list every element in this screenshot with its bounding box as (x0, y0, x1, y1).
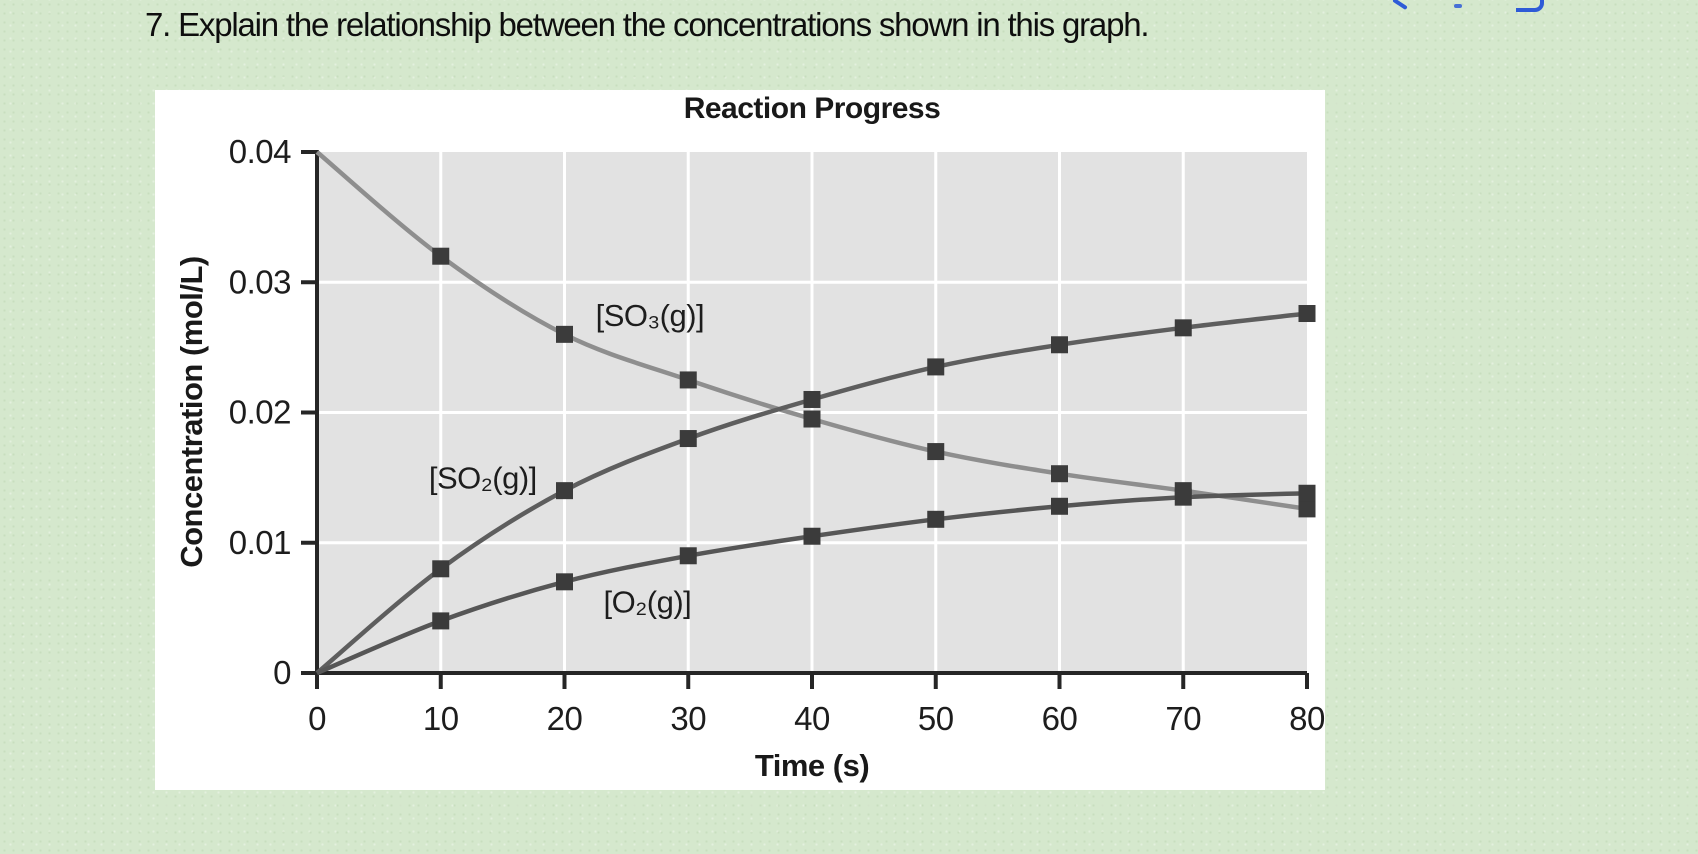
x-tick-label: 30 (670, 700, 706, 737)
data-marker-2 (1174, 488, 1192, 506)
data-marker-0 (1298, 500, 1316, 518)
data-marker-1 (556, 482, 573, 500)
y-tick-label: 0.01 (229, 524, 291, 561)
data-marker-0 (556, 325, 573, 343)
data-marker-0 (927, 443, 945, 461)
x-tick-label: 80 (1289, 700, 1325, 737)
data-marker-2 (927, 510, 945, 528)
link-fragment-dot (1454, 4, 1462, 8)
series-label-2: [O₂(g)] (604, 584, 692, 619)
x-tick-label: 60 (1042, 700, 1078, 737)
data-marker-2 (556, 573, 573, 591)
data-marker-1 (1298, 305, 1316, 323)
x-axis-label: Time (s) (754, 748, 870, 783)
x-tick-label: 50 (918, 700, 954, 737)
data-marker-1 (927, 358, 945, 376)
data-marker-1 (432, 560, 450, 578)
x-tick-label: 40 (794, 700, 830, 737)
data-marker-2 (432, 612, 450, 630)
data-marker-0 (1051, 465, 1068, 483)
y-tick-label: 0 (273, 654, 291, 691)
data-marker-0 (679, 371, 697, 389)
data-marker-1 (803, 390, 821, 408)
y-tick-label: 0.04 (229, 133, 291, 170)
data-marker-2 (1298, 484, 1316, 502)
data-marker-1 (1051, 336, 1068, 354)
y-tick-label: 0.03 (229, 263, 291, 300)
chart-panel: Reaction Progress Concentration (mol/L) … (155, 90, 1325, 790)
reaction-progress-chart: 0 0.01 0.02 0.03 0.04 0 10 20 30 40 50 60 70 80 [SO₃(g… (229, 133, 1325, 737)
data-marker-0 (432, 247, 450, 265)
x-tick-label: 0 (308, 700, 326, 737)
x-tick-label: 20 (547, 700, 583, 737)
x-tick-label: 70 (1165, 700, 1201, 737)
question-text: 7. Explain the relationship between the … (145, 6, 1150, 43)
series-label-0: [SO₃(g)] (596, 298, 705, 333)
chart-title: Reaction Progress (683, 92, 941, 125)
data-marker-2 (803, 527, 821, 545)
data-marker-0 (803, 410, 821, 428)
data-marker-1 (679, 430, 697, 448)
x-tick-label: 10 (423, 700, 459, 737)
y-tick-label: 0.02 (229, 394, 291, 431)
data-marker-2 (1051, 497, 1068, 515)
link-fragment-stroke (1392, 0, 1408, 11)
data-marker-1 (1174, 319, 1192, 337)
clipped-blue-link-fragment[interactable] (1390, 0, 1550, 12)
link-fragment-hook (1516, 0, 1544, 12)
data-marker-2 (679, 547, 697, 565)
series-label-1: [SO₂(g)] (429, 461, 537, 496)
